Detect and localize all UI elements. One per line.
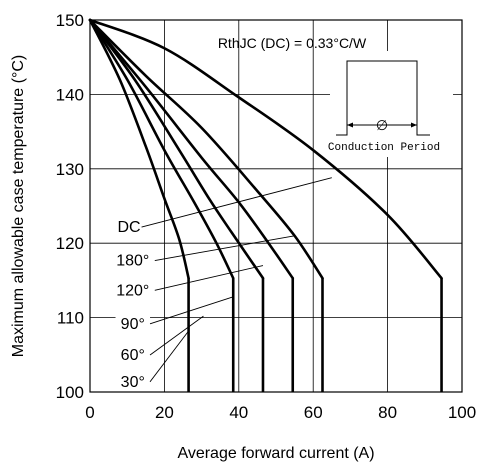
curve-label-bg: [110, 251, 155, 269]
conduction-waveform: [336, 60, 430, 136]
series-line-60-deg: [88, 18, 235, 280]
conduction-period-label: Conduction Period: [328, 142, 440, 154]
x-tick-label: 0: [85, 403, 94, 422]
curve-label-bg: [115, 372, 151, 390]
ticks-layer: 0 20 40 60 80 100 100 110 120 130 140 150: [56, 11, 477, 422]
curve-label-bg: [110, 281, 155, 299]
series-line-120-deg: [88, 18, 295, 280]
arrowhead-left: [347, 122, 353, 128]
y-tick-label: 110: [57, 309, 84, 328]
curve-label-leader: [149, 296, 234, 325]
curve-label: 180°: [116, 253, 149, 270]
series-line-180-deg: [88, 18, 324, 280]
curve-label-leader: [141, 177, 332, 228]
y-tick-label: 130: [56, 160, 84, 179]
x-axis-title: Average forward current (A): [177, 445, 374, 462]
curve-label: DC: [118, 219, 141, 236]
arrowhead-right: [411, 122, 417, 128]
x-tick-label: 100: [448, 403, 476, 422]
series-layer: [88, 18, 443, 392]
phi-symbol: ∅: [376, 117, 388, 133]
conduction-period-diagram: ∅ Conduction Period: [328, 51, 453, 157]
curve-label: 30°: [121, 374, 145, 391]
series-line-90-deg: [88, 18, 265, 280]
curve-label-leader: [154, 265, 264, 291]
curve-label-bg: [115, 314, 151, 332]
y-tick-label: 120: [56, 234, 84, 253]
y-tick-label: 140: [56, 85, 84, 104]
curve-label-leader: [154, 235, 295, 261]
x-tick-label: 80: [378, 403, 397, 422]
x-tick-label: 60: [304, 403, 323, 422]
y-tick-label: 150: [56, 11, 84, 30]
curve-label: 90°: [121, 316, 145, 333]
y-axis-title: Maximum allowable case temperature (°C): [10, 55, 27, 358]
rthjc-annotation: RthJC (DC) = 0.33°C/W: [218, 35, 367, 51]
curve-label-leader: [149, 315, 204, 356]
curve-label-bg: [116, 218, 142, 236]
curve-labels-layer: DC 180° 120° 90° 60° 30°: [110, 177, 332, 391]
y-tick-label: 100: [56, 383, 84, 402]
curve-label-leader: [149, 330, 189, 383]
x-tick-label: 20: [155, 403, 174, 422]
curve-label-bg: [115, 346, 151, 364]
x-tick-label: 40: [229, 403, 248, 422]
curve-label: 60°: [121, 347, 145, 364]
plot-frame: [89, 19, 463, 393]
series-line-dc: [88, 18, 443, 280]
curve-label: 120°: [116, 282, 149, 299]
series-line-30-deg: [88, 18, 190, 280]
